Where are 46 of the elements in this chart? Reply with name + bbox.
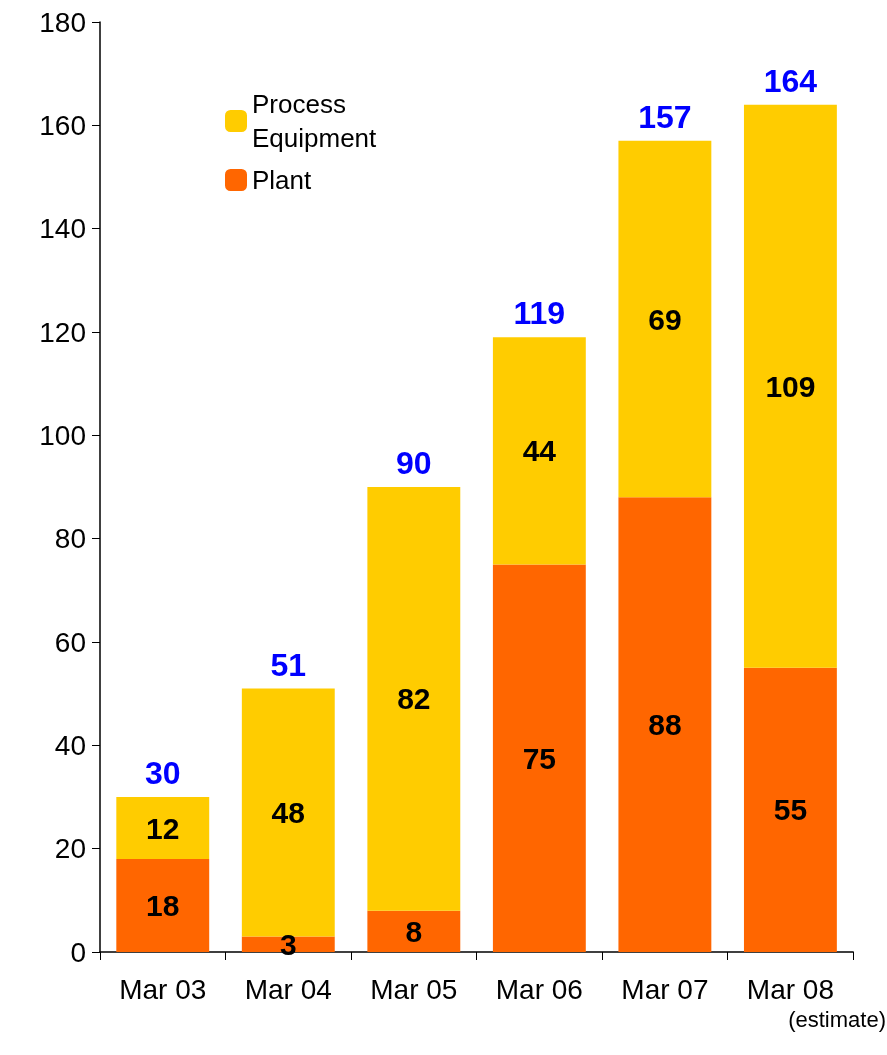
bar bbox=[492, 337, 586, 565]
bar bbox=[367, 487, 461, 911]
bar bbox=[367, 910, 461, 952]
y-tick-label: 80 bbox=[54, 523, 86, 555]
y-tick-label: 0 bbox=[70, 936, 86, 968]
data-label: 75 bbox=[522, 741, 557, 775]
data-label: 109 bbox=[765, 369, 816, 403]
x-tick-label: Mar 08 (estimate) bbox=[746, 973, 886, 1032]
bar bbox=[116, 797, 210, 859]
x-tick-label: Mar 07 bbox=[621, 973, 709, 1005]
data-label: 69 bbox=[648, 302, 682, 336]
y-tick-label: 40 bbox=[54, 729, 86, 761]
y-tick-label: 100 bbox=[39, 419, 86, 451]
total-label: 164 bbox=[763, 62, 818, 99]
x-tick-label: Mar 05 bbox=[370, 973, 458, 1005]
total-label: 157 bbox=[638, 98, 692, 135]
legend-label: Plant bbox=[252, 165, 313, 195]
data-label: 44 bbox=[522, 434, 557, 468]
data-label: 82 bbox=[397, 682, 431, 716]
total-label: 30 bbox=[144, 755, 181, 791]
y-tick-label: 180 bbox=[39, 6, 86, 38]
bar bbox=[743, 667, 837, 952]
bar bbox=[618, 497, 712, 952]
data-label: 8 bbox=[405, 914, 423, 948]
legend-label: Process Equipment bbox=[252, 89, 378, 153]
x-tick-label: Mar 06 bbox=[495, 973, 583, 1005]
bar bbox=[116, 859, 210, 952]
bar bbox=[492, 564, 586, 952]
y-tick-label: 60 bbox=[54, 626, 86, 658]
bar bbox=[618, 140, 712, 498]
x-tick-label: Mar 04 bbox=[244, 973, 332, 1005]
y-tick-label: 140 bbox=[39, 213, 86, 245]
total-label: 51 bbox=[270, 646, 307, 683]
total-label: 119 bbox=[513, 295, 566, 332]
bar bbox=[241, 688, 335, 937]
y-tick-label: 120 bbox=[39, 316, 86, 348]
data-label: 18 bbox=[146, 889, 180, 922]
total-label: 90 bbox=[396, 445, 432, 481]
data-label: 55 bbox=[773, 793, 808, 827]
y-tick-label: 20 bbox=[54, 833, 86, 865]
data-label: 88 bbox=[648, 708, 682, 742]
x-tick-label: Mar 03 bbox=[119, 973, 207, 1005]
data-label: 12 bbox=[146, 811, 180, 845]
data-label: 48 bbox=[271, 796, 305, 829]
y-tick-label: 160 bbox=[39, 109, 86, 141]
bar bbox=[743, 104, 837, 668]
